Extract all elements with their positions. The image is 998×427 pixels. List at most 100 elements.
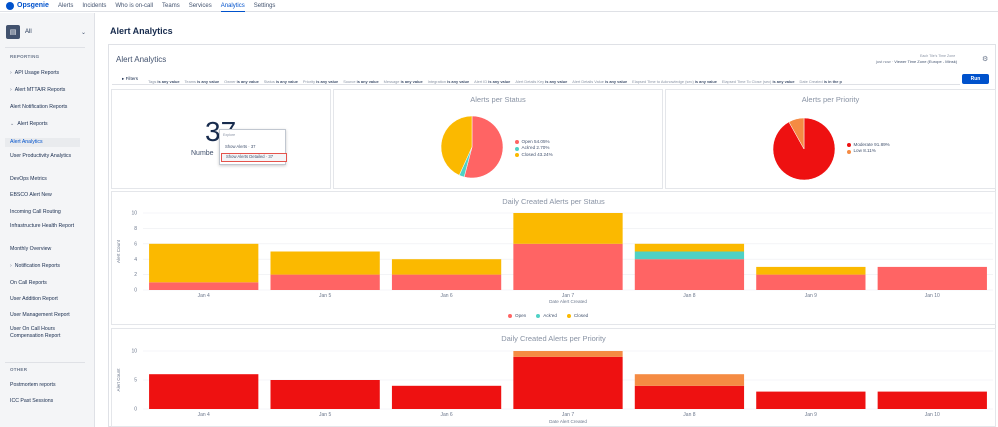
priority-bars-bar-jan-7-low[interactable] — [513, 351, 623, 357]
status-bars-bar-jan-7-closed[interactable] — [513, 213, 623, 244]
chevron-right-icon: › — [10, 87, 12, 93]
status-bars-legend-ack-ed[interactable]: Ack'ed — [536, 313, 557, 318]
tz-value: Viewer Time Zone (Europe - Minsk) — [894, 59, 958, 64]
priority-pie-chart[interactable] — [772, 117, 836, 181]
show-alerts-detailed-link[interactable]: Show Alerts Detailed · 37 — [221, 153, 287, 162]
filter-message[interactable]: Message is any value — [384, 79, 423, 84]
priority-pie-legend-moderate[interactable]: Moderate 91.89% — [847, 142, 890, 148]
filter-teams[interactable]: Teams is any value — [184, 79, 219, 84]
filter-alert-details-value[interactable]: Alert Details Value is any value — [572, 79, 627, 84]
show-alerts-link[interactable]: Show Alerts · 37 — [225, 144, 256, 149]
sidebar-item-api-usage-reports[interactable]: › API Usage Reports — [10, 70, 82, 77]
legend-swatch — [508, 313, 512, 318]
priority-pie-slice-low[interactable] — [788, 117, 805, 150]
tz-info[interactable]: just now · Viewer Time Zone (Europe - Mi… — [876, 59, 958, 64]
status-bars-bar-jan-7-open[interactable] — [513, 243, 623, 290]
filter-tags[interactable]: Tags is any value — [148, 79, 179, 84]
sidebar-item-user-on-call-hours-compensation-report[interactable]: User On Call Hours Compensation Report — [10, 326, 82, 340]
status-bars-bar-jan-8-open[interactable] — [634, 259, 745, 290]
sidebar-item-incoming-call-routing[interactable]: Incoming Call Routing — [10, 209, 82, 216]
opsgenie-logo-icon — [6, 1, 14, 10]
filter-integration[interactable]: Integration is any value — [428, 79, 470, 84]
filter-date-created[interactable]: Date Created is in the p — [800, 79, 842, 84]
status-bar-chart[interactable]: 0 2 4 6 8 10 Alert Count Jan 4 Jan 5 Jan 6 Jan 7 Ja… — [111, 205, 996, 310]
sidebar-item-alert-reports[interactable]: ⌄ Alert Reports — [10, 121, 82, 128]
status-pie-chart[interactable] — [440, 115, 504, 179]
sidebar-item-user-productivity-analytics[interactable]: User Productivity Analytics — [10, 153, 82, 160]
nav-analytics[interactable]: Analytics — [220, 0, 245, 12]
priority-bars-bar-jan-9-moderate[interactable] — [756, 391, 866, 409]
legend-swatch — [515, 146, 519, 151]
priority-bars-x-tick-label: Jan 6 — [440, 412, 452, 418]
filter-elapsed-time-to-acknowledge-sec[interactable]: Elapsed Time to Acknowledge (sec) is any… — [632, 79, 717, 84]
logo[interactable]: Opsgenie — [6, 1, 58, 10]
status-bars-x-tick-label: Jan 5 — [319, 293, 331, 299]
priority-bars-bar-jan-7-moderate[interactable] — [513, 356, 623, 409]
sidebar-item-ebsco-alert-new[interactable]: EBSCO Alert New — [10, 192, 82, 199]
sidebar-item-postmortem-reports[interactable]: Postmortem reports — [10, 382, 56, 388]
priority-bars-bar-jan-5-moderate[interactable] — [270, 380, 380, 409]
sidebar-item-user-management-report[interactable]: User Management Report — [10, 312, 82, 319]
legend-label: Closed 43.24% — [521, 151, 553, 157]
filter-priority[interactable]: Priority is any value — [303, 79, 338, 84]
priority-bars-bar-jan-10-moderate[interactable] — [877, 391, 987, 409]
status-bars-bar-jan-6-open[interactable] — [391, 274, 502, 290]
priority-bars-bar-jan-8-low[interactable] — [634, 374, 745, 386]
status-bars-bar-jan-9-closed[interactable] — [756, 266, 866, 275]
nav-teams[interactable]: Teams — [162, 2, 180, 9]
priority-bar-chart[interactable]: 0 5 10 Alert Count Jan 4 Jan 5 Jan 6 Jan 7 Jan 8… — [111, 343, 996, 427]
sidebar-item-alert-analytics[interactable]: Alert Analytics — [5, 138, 80, 147]
filter-source[interactable]: Source is any value — [343, 79, 378, 84]
status-bars-y-tick-label: 0 — [134, 288, 137, 294]
sidebar-item-infrastructure-health-report[interactable]: Infrastructure Health Report — [10, 223, 82, 230]
sidebar-item-on-call-reports[interactable]: On Call Reports — [10, 280, 82, 287]
nav-services[interactable]: Services — [188, 2, 212, 9]
status-bars-legend-open[interactable]: Open — [508, 313, 526, 318]
status-bars-bar-jan-4-open[interactable] — [149, 282, 259, 290]
filter-status[interactable]: Status is any value — [264, 79, 298, 84]
status-pie-slice-closed[interactable] — [440, 115, 473, 176]
priority-bars-bar-jan-6-moderate[interactable] — [391, 385, 502, 409]
status-bars-bar-jan-10-open[interactable] — [877, 266, 987, 290]
nav-alerts[interactable]: Alerts — [58, 2, 74, 9]
sidebar-item-devops-metrics[interactable]: DevOps Metrics — [10, 176, 82, 183]
status-pie-legend-open[interactable]: Open 54.05% — [515, 139, 553, 145]
sidebar-item-icc-past-sessions[interactable]: ICC Past Sessions — [10, 398, 54, 404]
status-bars-y-tick-label: 10 — [131, 211, 137, 217]
status-bars-legend-closed[interactable]: Closed — [566, 313, 588, 318]
priority-pie-legend-low[interactable]: Low 8.11% — [847, 148, 890, 154]
nav-incidents[interactable]: Incidents — [82, 2, 107, 9]
status-bars-bar-jan-9-open[interactable] — [756, 274, 866, 290]
status-bars-x-tick-label: Jan 9 — [805, 293, 817, 299]
sidebar-item-user-addition-report[interactable]: User Addition Report — [10, 296, 82, 303]
nav-who-is-on-call[interactable]: Who is on-call — [115, 2, 154, 9]
filter-elapsed-time-to-close-sec[interactable]: Elapsed Time To Close (sec) is any value — [722, 79, 795, 84]
status-pie-legend-ack-ed[interactable]: Ack'ed 2.70% — [515, 145, 553, 151]
status-pie-legend-closed[interactable]: Closed 43.24% — [515, 152, 553, 158]
gear-icon[interactable]: ⚙ — [982, 56, 989, 63]
filters-toggle[interactable]: ▸ Filters — [122, 75, 139, 81]
priority-bars-bar-jan-4-moderate[interactable] — [149, 374, 259, 409]
sidebar-item-monthly-overview[interactable]: Monthly Overview — [10, 246, 82, 253]
legend-label: Low 8.11% — [853, 148, 876, 154]
priority-bars-bar-jan-8-moderate[interactable] — [634, 385, 745, 409]
sidebar-item-alert-mtta-r-reports[interactable]: › Alert MTTA/R Reports — [10, 87, 82, 94]
nav-settings[interactable]: Settings — [253, 2, 276, 9]
status-bars-bar-jan-4-closed[interactable] — [149, 243, 259, 283]
status-bars-bar-jan-5-open[interactable] — [270, 274, 380, 290]
status-pie-slice-open[interactable] — [463, 115, 504, 179]
status-bars-bar-jan-5-closed[interactable] — [270, 251, 380, 275]
status-bars-bar-jan-8-ack-ed[interactable] — [634, 251, 745, 260]
sidebar-item-notification-reports[interactable]: › Notification Reports — [10, 263, 82, 270]
filter-alert-id[interactable]: Alert ID is any value — [474, 79, 510, 84]
status-bars-bar-jan-8-closed[interactable] — [634, 243, 745, 252]
sidebar-item-alert-notification-reports[interactable]: Alert Notification Reports — [10, 104, 82, 111]
filter-owner[interactable]: Owner is any value — [224, 79, 259, 84]
status-pie-legend: Open 54.05% Ack'ed 2.70% Closed 43.24% — [515, 139, 553, 158]
workspace-selector[interactable]: ▤ All ⌄ — [6, 23, 86, 41]
filter-name: Alert Details Value — [572, 78, 604, 84]
status-bars-bar-jan-6-closed[interactable] — [391, 259, 502, 275]
run-button[interactable]: Run — [962, 74, 989, 84]
legend-label: Open — [515, 313, 527, 318]
filter-alert-details-key[interactable]: Alert Details Key is any value — [515, 79, 567, 84]
